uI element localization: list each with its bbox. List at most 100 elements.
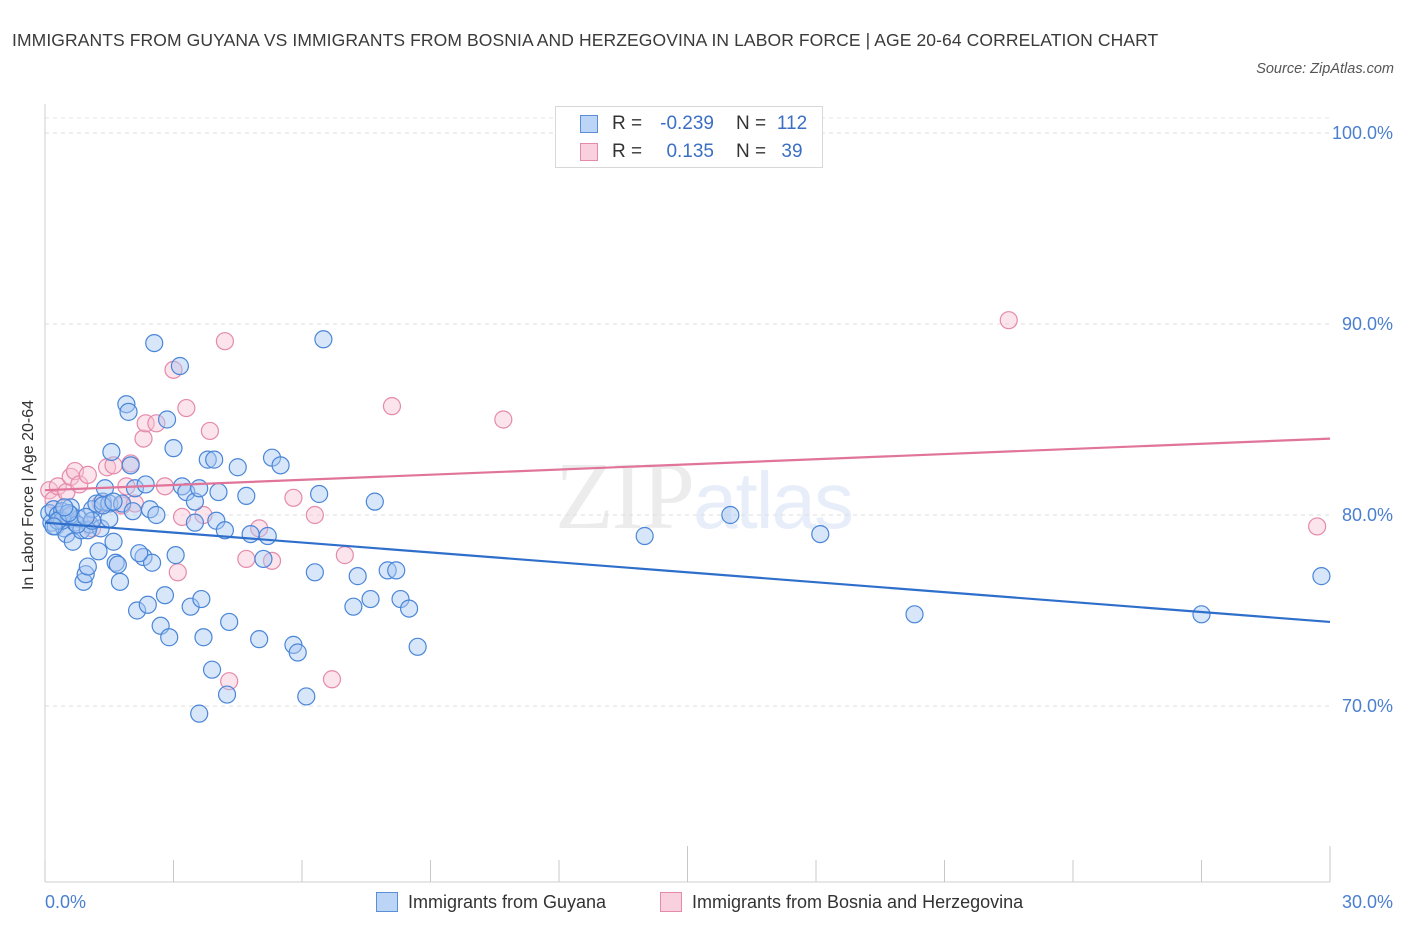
point-guyana (170, 356, 190, 376)
series-guyana (40, 330, 1331, 723)
legend-row-bosnia: R = 0.135 N = 39 (580, 139, 812, 165)
point-guyana (198, 450, 217, 469)
legend-swatch-bosnia (580, 143, 598, 161)
legend-swatch-guyana (376, 892, 398, 912)
point-guyana (905, 605, 924, 624)
point-bosnia (220, 672, 239, 691)
point-guyana (361, 589, 380, 609)
point-guyana (209, 482, 228, 502)
legend-row-guyana: R = -0.239 N = 112 (580, 111, 812, 137)
point-bosnia (136, 414, 155, 433)
y-tick-label: 100.0% (1332, 123, 1393, 143)
point-guyana (130, 544, 149, 563)
legend-r-label: R = (612, 113, 643, 134)
point-guyana (119, 402, 138, 421)
legend-n-label: N = (736, 113, 767, 134)
point-guyana (185, 513, 205, 532)
x-tick-label: 30.0% (1342, 892, 1393, 912)
point-guyana (147, 505, 166, 525)
y-axis-label: In Labor Force | Age 20-64 (20, 400, 37, 590)
point-guyana (1192, 605, 1211, 624)
trend-line-bosnia (44, 437, 1331, 492)
legend-r-label: R = (612, 141, 643, 162)
point-guyana (399, 599, 419, 618)
trend-lines (44, 437, 1331, 624)
point-bosnia (168, 563, 187, 582)
point-guyana (721, 505, 740, 525)
point-guyana (205, 450, 224, 469)
point-guyana (344, 597, 363, 616)
point-guyana (258, 526, 277, 546)
point-guyana (108, 555, 127, 574)
point-bosnia (999, 311, 1018, 330)
point-guyana (89, 542, 108, 561)
legend-swatch-bosnia (660, 892, 682, 912)
y-tick-label: 70.0% (1342, 696, 1393, 716)
point-guyana (136, 475, 155, 494)
legend-label-bosnia: Immigrants from Bosnia and Herzegovina (692, 891, 1024, 912)
point-bosnia (1308, 517, 1327, 536)
point-guyana (297, 687, 316, 706)
point-guyana (185, 492, 205, 511)
point-guyana (305, 563, 324, 582)
chart-title: IMMIGRANTS FROM GUYANA VS IMMIGRANTS FRO… (12, 30, 1159, 50)
point-guyana (104, 492, 123, 511)
legend-item-guyana: Immigrants from Guyana (376, 890, 606, 914)
point-guyana (271, 456, 290, 475)
watermark-atlas: atlas (693, 456, 854, 545)
point-bosnia (78, 465, 97, 484)
point-guyana (387, 561, 406, 580)
legend-r-value: 0.135 (666, 141, 714, 162)
point-guyana (44, 517, 63, 536)
point-guyana (164, 439, 183, 458)
point-guyana (310, 484, 329, 504)
point-guyana (102, 442, 121, 462)
point-guyana (190, 704, 209, 723)
legend-item-bosnia: Immigrants from Bosnia and Herzegovina (660, 890, 1023, 914)
point-guyana (55, 498, 74, 517)
y-tick-label: 80.0% (1342, 505, 1393, 525)
point-guyana (125, 479, 145, 498)
axis-labels: 70.0% 80.0% 90.0% 100.0% 0.0% 30.0% In Labor F… (20, 123, 1393, 912)
point-guyana (155, 586, 175, 605)
point-guyana (142, 553, 162, 572)
point-guyana (93, 492, 112, 511)
point-bosnia (335, 546, 354, 565)
point-bosnia (382, 397, 402, 416)
axes (44, 104, 1331, 883)
grid (45, 117, 1330, 707)
point-guyana (93, 496, 112, 515)
series-bosnia (40, 311, 1327, 691)
point-bosnia (305, 505, 324, 525)
source-label: Source: ZipAtlas.com (1256, 61, 1394, 77)
point-bosnia (322, 670, 342, 689)
point-guyana (215, 521, 234, 540)
point-guyana (121, 456, 140, 475)
point-guyana (288, 643, 307, 662)
point-guyana (237, 486, 256, 505)
point-guyana (78, 557, 97, 576)
legend-label-guyana: Immigrants from Guyana (408, 891, 607, 912)
watermark-zip: ZIP (555, 442, 695, 549)
point-bosnia (200, 421, 220, 441)
y-tick-label: 90.0% (1342, 314, 1393, 334)
legend-n-value: 112 (776, 113, 808, 134)
point-guyana (228, 458, 247, 477)
point-guyana (194, 628, 213, 647)
point-guyana (254, 549, 273, 569)
point-bosnia (215, 332, 234, 351)
legend-r-value: -0.239 (660, 113, 714, 134)
point-guyana (202, 660, 222, 679)
point-guyana (145, 334, 164, 353)
point-guyana (192, 589, 211, 609)
point-guyana (408, 637, 427, 656)
point-guyana (160, 628, 179, 647)
point-guyana (250, 630, 269, 649)
legend-swatch-guyana (580, 115, 598, 133)
point-guyana (123, 502, 142, 521)
point-guyana (348, 567, 367, 586)
watermark: ZIPatlas (555, 440, 854, 551)
correlation-legend: R = -0.239 N = 112 R = 0.135 N = 39 (555, 106, 823, 168)
point-guyana (190, 479, 209, 498)
